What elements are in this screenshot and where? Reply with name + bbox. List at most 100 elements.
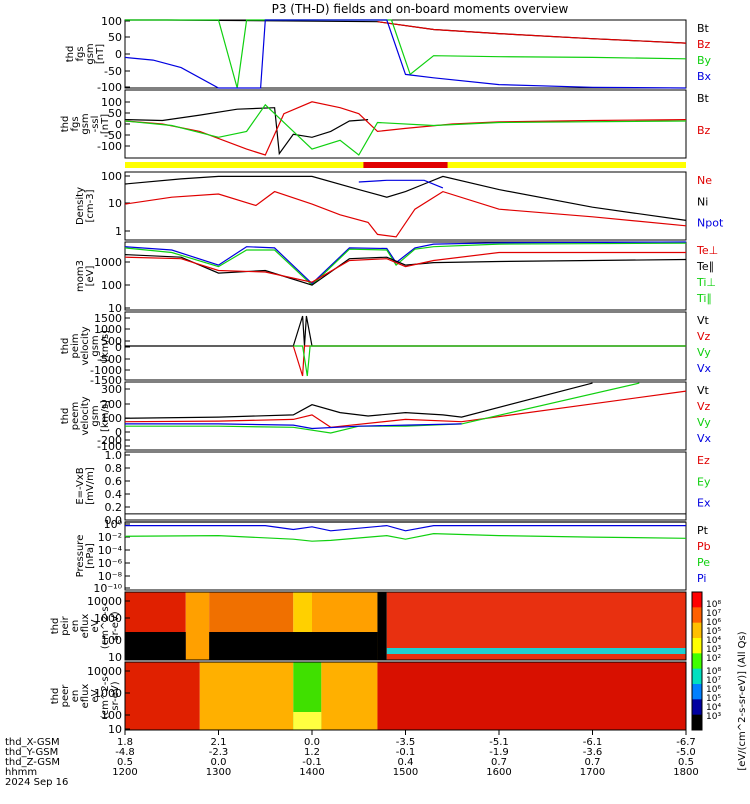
colorbar-segment — [692, 622, 702, 639]
y-tick-label: 50 — [108, 107, 122, 120]
x-tick-label: 0.7 — [491, 757, 507, 768]
x-tick-label: -2.3 — [209, 747, 229, 758]
series-Ni — [124, 175, 687, 221]
panel-frame — [124, 451, 687, 521]
x-tick-label: -5.0 — [676, 747, 696, 758]
y-axis-label: en — [70, 690, 81, 703]
y-axis-label: Density — [75, 187, 86, 225]
y-axis-label: peim — [70, 333, 81, 358]
colorbar-tick-label: 10⁸ — [706, 600, 721, 610]
series-Bz — [124, 101, 687, 156]
y-axis-label: velocity — [80, 396, 91, 435]
x-tick-label: -4.8 — [115, 747, 135, 758]
y-axis-label: (cm^2-s- — [100, 672, 111, 719]
legend-entry: Vy — [697, 346, 711, 359]
y-axis-label: thd — [60, 408, 71, 425]
x-tick-label: 0.7 — [585, 757, 601, 768]
y-tick-label: 10 — [108, 197, 122, 210]
y-tick-label: 100 — [101, 170, 122, 183]
legend-entry: Bt — [697, 22, 710, 35]
series-Vt — [124, 382, 593, 419]
y-tick-label: 10⁰ — [104, 518, 123, 531]
series-Bz — [377, 21, 687, 44]
x-tick-label: 2.1 — [211, 737, 227, 748]
y-tick-label: -100 — [97, 81, 122, 94]
series-Bx — [124, 19, 687, 89]
colorbar-segment — [692, 699, 702, 716]
series-Vz — [292, 345, 686, 377]
legend-entry: Vx — [697, 432, 712, 445]
y-tick-label: -100 — [97, 140, 122, 153]
y-axis-label: sr-eV) — [110, 681, 121, 710]
panel-frame — [124, 591, 687, 661]
y-axis-label: peem — [70, 402, 81, 430]
x-tick-label: 1200 — [112, 767, 137, 778]
x-tick-label: 1600 — [486, 767, 511, 778]
series-By — [124, 103, 687, 156]
y-tick-label: -500 — [97, 353, 122, 366]
x-tick-label: 1400 — [299, 767, 324, 778]
y-tick-label: 10⁻² — [98, 531, 122, 544]
x-tick-label: 1500 — [393, 767, 418, 778]
y-axis-label: thd — [50, 618, 61, 635]
colorbar-tick-label: 10³ — [706, 712, 721, 722]
series-Ti⊥ — [124, 241, 687, 285]
series-Vy — [293, 345, 686, 377]
y-tick-label: -200 — [97, 434, 122, 447]
y-tick-label: 1500 — [94, 312, 122, 325]
legend-entry: Ti∥ — [696, 292, 712, 305]
x-tick-label: -0.1 — [302, 757, 322, 768]
y-axis-label: [nPa] — [85, 543, 96, 569]
series-Bt — [124, 107, 369, 156]
y-tick-label: 0.4 — [105, 488, 123, 501]
legend-entry: Vt — [697, 314, 710, 327]
y-tick-label: 0 — [115, 341, 122, 354]
series-Vz — [124, 390, 687, 428]
y-tick-label: 1000 — [94, 687, 122, 700]
x-tick-label: -1.9 — [489, 747, 509, 758]
colorbar-tick-label: 10⁵ — [706, 627, 721, 637]
colorbar-tick-label: 10⁴ — [706, 636, 721, 646]
panel-frame — [124, 381, 687, 451]
y-axis-label: fgs — [75, 46, 86, 61]
y-axis-label: gsm — [90, 335, 101, 356]
panel-peir: 10000 1000 100 10 thd peir en eflux eV (cm^2-s-sr… — [50, 591, 687, 664]
legend-entry: Pe — [697, 556, 710, 569]
colorbar-segment — [692, 684, 702, 700]
colorbar-tick-label: 10² — [706, 654, 721, 664]
y-tick-label: 10⁻⁶ — [98, 557, 123, 570]
y-axis-label: thd — [65, 46, 76, 63]
y-tick-label: 10000 — [87, 595, 122, 608]
series-Ne — [124, 190, 687, 238]
x-tick-label: 0.0 — [304, 737, 320, 748]
legend-entry: Te⊥ — [696, 244, 718, 257]
x-tick-label: -0.1 — [396, 747, 416, 758]
y-tick-label: 10 — [108, 651, 122, 664]
colorbar-tick-label: 10⁷ — [706, 676, 721, 686]
y-tick-label: 1000 — [94, 323, 122, 336]
heatmap-band — [386, 648, 686, 654]
y-tick-label: 0.8 — [105, 462, 123, 475]
y-tick-label: 500 — [101, 335, 122, 348]
legend-entry: Vz — [697, 400, 711, 413]
colorbar-frame — [691, 591, 703, 731]
panel-efield: 1.00.80.60.40.20.0 E=-VxB [mV/m] Ez Ey Ex — [75, 449, 711, 527]
colorbar-segment — [692, 714, 702, 731]
heatmap-band — [125, 662, 200, 730]
y-axis-label: E=-VxB — [75, 467, 86, 504]
x-tick-label: -6.7 — [676, 737, 696, 748]
y-tick-label: 1000 — [94, 256, 122, 269]
x-tick-label: 0.5 — [117, 757, 133, 768]
colorbar-segment — [692, 668, 702, 685]
y-axis-label: thd — [60, 116, 71, 133]
legend-entry: Bx — [697, 70, 712, 83]
y-tick-label: 50 — [108, 31, 122, 44]
x-tick-label: 1300 — [206, 767, 231, 778]
y-tick-label: 0.2 — [105, 501, 123, 514]
y-tick-label: 10 — [108, 302, 122, 315]
y-axis-label: [nT] — [95, 44, 106, 64]
panel-frame — [124, 241, 687, 311]
y-tick-label: 1000 — [94, 612, 122, 625]
